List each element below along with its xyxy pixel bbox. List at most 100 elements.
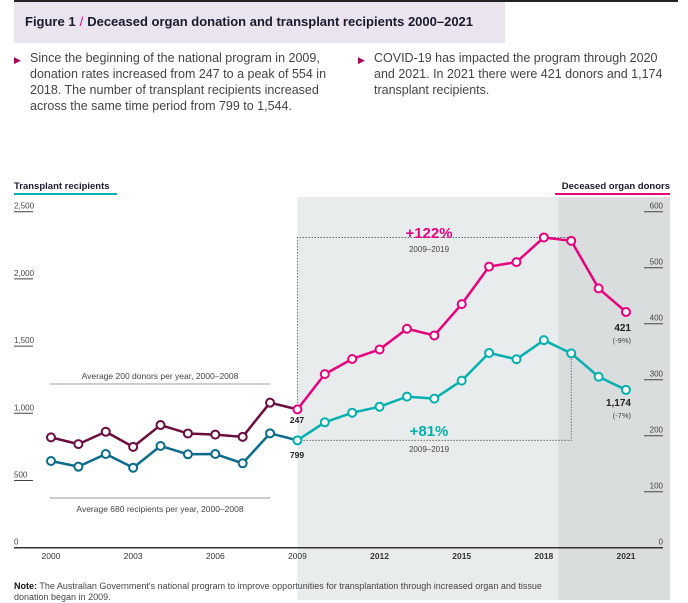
donors-point (620, 306, 631, 317)
right-axis-tick-label: 500 (650, 258, 664, 267)
avg-donors-label: Average 200 donors per year, 2000–2008 (82, 371, 239, 381)
donors-point (292, 404, 303, 415)
recipients-point (155, 440, 166, 451)
donors-point (265, 397, 276, 408)
donors-point (401, 323, 412, 334)
donors-point (511, 257, 522, 268)
figure-title: Figure 1/Deceased organ donation and tra… (25, 14, 473, 29)
recipients-point (237, 458, 248, 469)
donors-point (100, 426, 111, 437)
recipients-point (374, 401, 385, 412)
recipients-growth-label: +81% (410, 423, 449, 440)
recipients-point (46, 456, 56, 467)
recipients-point (347, 407, 358, 418)
note-text: The Australian Government's national pro… (14, 581, 542, 602)
donors-point (566, 235, 577, 246)
recipients-point (265, 428, 276, 439)
donors-point (347, 353, 358, 364)
right-axis-tick-label: 0 (659, 538, 664, 547)
donors-point (210, 429, 221, 440)
donors-point (429, 330, 440, 341)
donors-2021-change: (-9%) (613, 336, 632, 345)
recipients-point (292, 435, 303, 446)
bullet-text: Since the beginning of the national prog… (30, 51, 327, 113)
recipients-growth-bracket (297, 353, 572, 441)
donors-line-pre-2009 (50, 401, 298, 449)
x-axis-tick-label: 2006 (206, 551, 225, 561)
figure-label: Figure 1 (25, 14, 76, 29)
left-axis-tick-label: 1,000 (14, 403, 35, 412)
recipients-point (538, 335, 549, 346)
donors-point (182, 428, 193, 439)
bullet-2: ▶ COVID-19 has impacted the program throu… (358, 50, 664, 98)
donors-point (484, 261, 495, 272)
note-label: Note: (14, 581, 37, 591)
recipients-point (620, 384, 631, 395)
right-axis-title-underline (555, 193, 670, 195)
recipients-point (182, 449, 193, 460)
recipients-line-pre-2009 (50, 432, 298, 469)
recipients-point (210, 449, 221, 460)
donors-growth-label: +122% (405, 225, 452, 242)
recipients-point (456, 375, 467, 386)
recipients-point (511, 354, 522, 365)
donors-point (319, 369, 330, 380)
recipients-2021-label: 1,174 (606, 398, 631, 409)
donors-2021-label: 421 (614, 323, 631, 334)
x-axis-tick-label: 2003 (124, 551, 143, 561)
x-axis-tick-label: 2018 (534, 551, 553, 561)
recipients-point (73, 461, 84, 472)
title-separator: / (79, 14, 84, 29)
recipients-point (566, 348, 577, 359)
recipients-2021-change: (-7%) (613, 411, 632, 420)
shaded-period-covid (558, 197, 670, 600)
right-axis-tick-label: 200 (650, 426, 664, 435)
bullet-1: ▶ Since the beginning of the national pro… (14, 50, 330, 114)
donors-point (593, 283, 604, 294)
left-axis-tick-label: 500 (14, 471, 28, 480)
note: Note: The Australian Government's nation… (14, 581, 574, 603)
recipients-growth-period: 2009–2019 (409, 445, 450, 454)
avg-recipients-line (50, 497, 270, 499)
bullet-text: COVID-19 has impacted the program throug… (374, 51, 663, 97)
recipients-point (128, 462, 139, 473)
donors-point (128, 441, 139, 452)
donors-point (73, 439, 84, 450)
figure-title-box: Figure 1/Deceased organ donation and tra… (14, 2, 505, 43)
left-axis-tick-label: 0 (14, 538, 19, 547)
right-axis-tick-label: 300 (650, 370, 664, 379)
donors-point (538, 232, 549, 243)
top-rule (14, 0, 678, 2)
recipients-point (593, 371, 604, 382)
left-axis-title: Transplant recipients (14, 181, 110, 192)
left-axis-tick-label: 2,500 (14, 202, 35, 211)
recipients-point (429, 393, 440, 404)
left-axis-title-underline (14, 193, 117, 195)
figure-title-text: Deceased organ donation and transplant r… (87, 14, 474, 29)
right-axis-tick-label: 400 (650, 314, 664, 323)
donors-growth-bracket (297, 237, 572, 410)
left-axis-tick-label: 1,500 (14, 336, 35, 345)
donors-growth-period: 2009–2019 (409, 245, 450, 254)
avg-donors-line (50, 383, 270, 385)
donors-point (155, 420, 166, 431)
x-axis-tick-label: 2015 (452, 551, 471, 561)
x-axis-tick-label: 2012 (370, 551, 389, 561)
donors-point (46, 432, 56, 443)
recipients-point (401, 391, 412, 402)
recipients-2009-label: 799 (290, 450, 304, 460)
x-axis-tick-label: 2021 (617, 551, 636, 561)
left-axis-tick-label: 2,000 (14, 269, 35, 278)
bullet-triangle-icon: ▶ (358, 55, 365, 65)
bullet-triangle-icon: ▶ (14, 55, 21, 65)
donors-2009-label: 247 (290, 415, 304, 425)
avg-recipients-label: Average 680 recipients per year, 2000–20… (76, 504, 243, 514)
right-axis-title: Deceased organ donors (562, 181, 670, 192)
x-axis-tick-label: 2009 (288, 551, 307, 561)
x-axis-tick-label: 2000 (42, 551, 61, 561)
donors-point (374, 344, 385, 355)
recipients-point (100, 449, 111, 460)
donors-point (456, 299, 467, 310)
recipients-point (484, 347, 495, 358)
